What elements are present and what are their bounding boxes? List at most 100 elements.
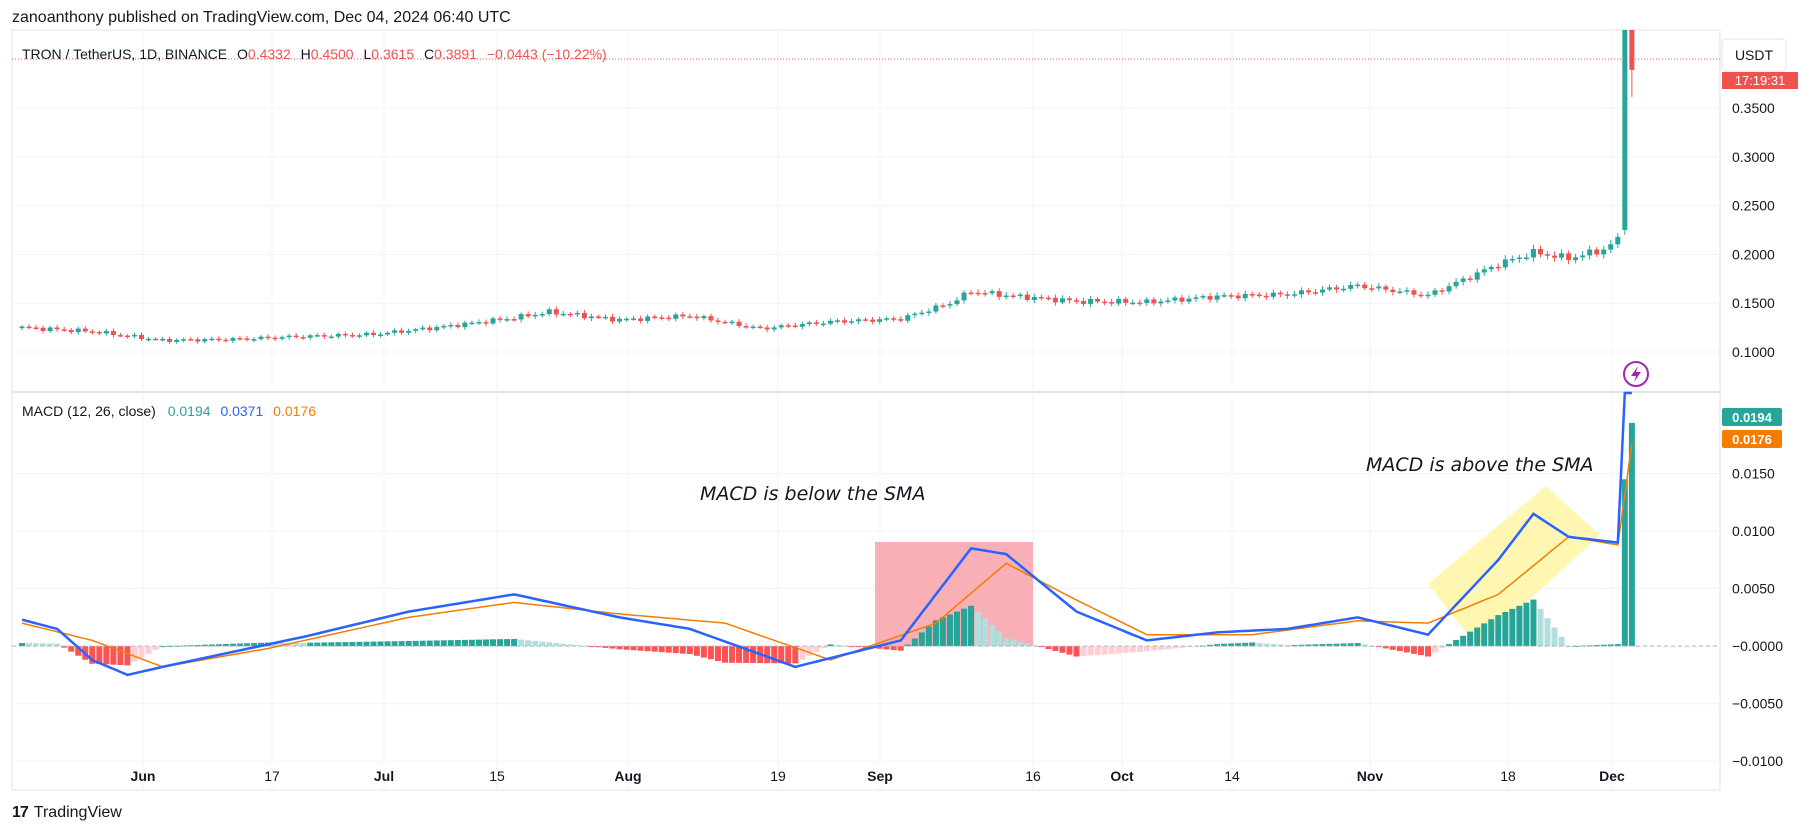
macd-histogram-bar	[279, 642, 286, 647]
candle-body	[1066, 298, 1072, 301]
candle-body	[1137, 302, 1143, 305]
candle-body	[933, 305, 939, 312]
candle-body	[856, 319, 862, 322]
candle-body	[778, 325, 784, 328]
candle-body	[1509, 258, 1515, 261]
macd-histogram-bar	[525, 640, 532, 647]
candle-body	[1334, 287, 1340, 290]
currency-button[interactable]: USDT	[1721, 38, 1787, 72]
candle-body	[1418, 294, 1424, 297]
macd-histogram-bar	[1242, 642, 1249, 647]
candle-body	[1566, 253, 1572, 261]
candle-body	[961, 292, 967, 301]
candle-body	[258, 336, 264, 340]
candle-body	[1277, 292, 1283, 295]
macd-histogram-bar	[1495, 615, 1502, 647]
macd-histogram-bar	[602, 646, 609, 648]
macd-histogram-bar	[1340, 643, 1347, 647]
macd-histogram-bar	[138, 646, 145, 658]
macd-pane[interactable]	[12, 391, 1720, 677]
macd-histogram-bar	[918, 632, 925, 647]
candle-body	[673, 314, 679, 319]
macd-histogram-bar	[546, 642, 553, 647]
macd-histogram-bar	[1474, 627, 1481, 647]
candle-body	[736, 321, 742, 327]
candle-body	[1383, 286, 1389, 290]
macd-histogram-bar	[314, 642, 321, 647]
candle-body	[251, 339, 257, 341]
macd-histogram-bar	[911, 638, 918, 647]
macd-histogram-bar	[1235, 643, 1242, 647]
candle-body	[877, 319, 883, 322]
macd-histogram-bar	[1136, 646, 1143, 652]
candle-body	[1179, 297, 1185, 302]
macd-histogram-bar	[1003, 637, 1010, 647]
candle-body	[413, 329, 419, 331]
candle-body	[1109, 301, 1115, 304]
macd-histogram-bar	[243, 643, 250, 647]
macd-histogram-bar	[1207, 644, 1214, 647]
macd-histogram-bar	[1270, 644, 1277, 647]
candle-body	[483, 322, 489, 324]
macd-histogram-bar	[1607, 644, 1614, 647]
candle-body	[694, 316, 700, 319]
candle-body	[1305, 290, 1311, 293]
candle-body	[919, 312, 925, 315]
macd-histogram-bar	[518, 639, 525, 647]
macd-signal-badge: 0.0176	[1722, 430, 1782, 448]
macd-histogram-bar	[686, 646, 693, 655]
macd-histogram-bar	[996, 631, 1003, 647]
candle-body	[1629, 30, 1635, 70]
macd-histogram-bar	[848, 646, 855, 648]
price-tick-label: 0.2000	[1732, 246, 1775, 262]
candle-body	[602, 316, 608, 319]
candle-body	[750, 326, 756, 329]
macd-histogram-bar	[1600, 644, 1607, 647]
macd-histogram-bar	[1059, 646, 1066, 653]
candle-body	[1313, 292, 1319, 294]
candle-body	[1530, 248, 1536, 258]
macd-histogram-bar	[616, 646, 623, 650]
candle-body	[870, 319, 876, 322]
macd-histogram-bar	[1249, 642, 1256, 647]
alert-lightning-icon[interactable]	[1623, 361, 1649, 387]
candle-body	[595, 316, 601, 318]
candle-body	[947, 304, 953, 306]
macd-histogram-bar	[468, 639, 475, 647]
macd-histogram-bar	[96, 646, 103, 665]
candle-body	[272, 337, 278, 340]
candle-body	[849, 321, 855, 323]
candle-body	[1263, 295, 1269, 298]
macd-histogram-bar	[953, 611, 960, 647]
macd-histogram-bar	[300, 642, 307, 647]
macd-histogram-bar	[504, 639, 511, 647]
candle-body	[1545, 254, 1551, 256]
time-tick-label: 15	[489, 768, 505, 784]
macd-histogram-bar	[68, 646, 75, 652]
candle-body	[124, 335, 130, 338]
candle-body	[1074, 300, 1079, 302]
candle-body	[771, 327, 777, 330]
candle-body	[363, 332, 369, 336]
candle-body	[279, 337, 285, 339]
time-tick-label: 16	[1025, 768, 1041, 784]
candle-body	[1221, 295, 1227, 297]
candle-body	[1010, 295, 1016, 298]
symbol-legend: TRON / TetherUS, 1D, BINANCE O0.4332 H0.…	[22, 46, 607, 62]
price-pane[interactable]	[12, 30, 1720, 344]
macd-histogram-bar	[961, 608, 968, 647]
macd-name: MACD (12, 26, close)	[22, 403, 156, 419]
tradingview-logo-icon: 17	[12, 804, 29, 821]
macd-histogram-bar	[124, 646, 131, 666]
macd-histogram-bar	[419, 640, 426, 647]
macd-histogram-bar	[693, 646, 700, 656]
candle-body	[799, 324, 805, 327]
macd-histogram-bar	[1410, 646, 1417, 654]
candle-body	[1320, 289, 1326, 293]
annotation-macd-above: MACD is above the SMA	[1366, 454, 1594, 476]
open-value: 0.4332	[248, 46, 291, 62]
macd-histogram-bar	[806, 646, 813, 656]
candle-body	[1622, 30, 1628, 231]
macd-histogram-bar	[1115, 646, 1122, 654]
